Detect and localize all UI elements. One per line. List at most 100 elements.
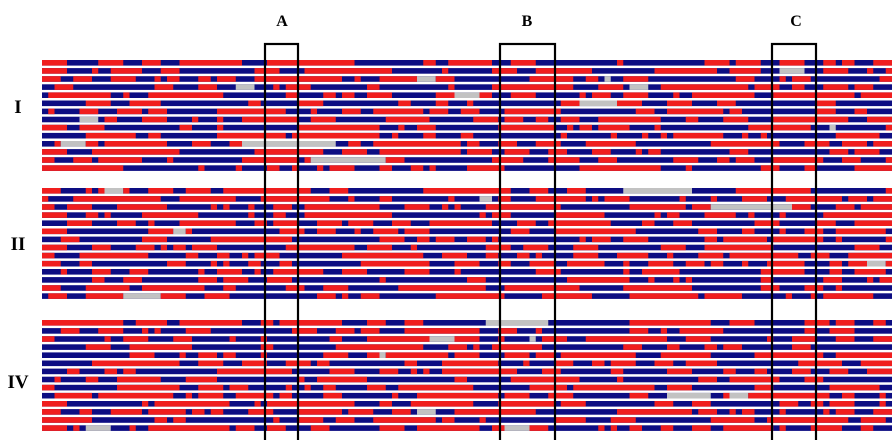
region-box-a bbox=[263, 42, 300, 440]
genotype-row bbox=[42, 269, 892, 275]
genotype-row bbox=[42, 409, 892, 415]
allele-segment bbox=[479, 212, 486, 218]
allele-segment bbox=[454, 409, 536, 415]
genotype-row bbox=[42, 124, 892, 131]
allele-segment bbox=[254, 401, 261, 407]
allele-segment bbox=[198, 360, 224, 367]
allele-segment bbox=[792, 368, 811, 375]
allele-segment bbox=[104, 336, 111, 342]
genotype-row bbox=[42, 236, 892, 243]
allele-segment bbox=[598, 425, 605, 431]
allele-segment bbox=[404, 204, 430, 210]
allele-segment bbox=[560, 100, 580, 107]
allele-segment bbox=[617, 60, 624, 66]
allele-segment bbox=[160, 244, 167, 251]
allele-segment bbox=[379, 368, 399, 375]
allele-segment bbox=[273, 204, 292, 210]
region-boxes bbox=[263, 42, 818, 440]
allele-segment bbox=[642, 269, 680, 275]
allele-segment bbox=[260, 320, 274, 326]
allele-segment bbox=[392, 392, 399, 399]
allele-segment bbox=[323, 352, 349, 358]
allele-segment bbox=[460, 108, 480, 115]
row-background bbox=[42, 157, 892, 163]
allele-segment bbox=[85, 188, 92, 194]
genotype-row bbox=[42, 132, 892, 139]
allele-segment bbox=[217, 108, 286, 115]
allele-segment bbox=[692, 204, 711, 210]
allele-segment bbox=[185, 228, 192, 235]
allele-segment bbox=[273, 220, 299, 226]
allele-segment bbox=[235, 425, 255, 431]
allele-segment bbox=[492, 425, 505, 431]
allele-segment bbox=[517, 220, 536, 226]
allele-segment bbox=[185, 188, 211, 194]
allele-segment bbox=[773, 92, 855, 98]
allele-segment bbox=[654, 212, 661, 218]
allele-segment bbox=[535, 141, 561, 147]
allele-segment bbox=[835, 236, 842, 243]
allele-segment bbox=[404, 328, 480, 334]
allele-segment bbox=[317, 220, 342, 226]
allele-segment bbox=[367, 92, 392, 98]
allele-segment bbox=[667, 100, 692, 107]
allele-segment bbox=[523, 360, 530, 367]
allele-segment bbox=[792, 344, 811, 350]
allele-segment bbox=[454, 204, 461, 210]
allele-segment bbox=[729, 68, 761, 74]
allele-segment bbox=[110, 409, 142, 415]
allele-segment bbox=[104, 188, 124, 194]
allele-segment bbox=[404, 228, 430, 235]
allele-segment bbox=[448, 84, 455, 90]
allele-segment bbox=[298, 124, 380, 131]
allele-segment bbox=[648, 260, 674, 267]
allele-segment bbox=[335, 344, 424, 350]
allele-segment bbox=[629, 328, 649, 334]
allele-segment bbox=[667, 344, 680, 350]
allele-segment bbox=[42, 68, 67, 74]
allele-segment bbox=[179, 220, 236, 226]
allele-segment bbox=[179, 196, 236, 202]
row-background bbox=[42, 417, 892, 423]
allele-segment bbox=[85, 141, 99, 147]
allele-segment bbox=[148, 409, 186, 415]
allele-segment bbox=[573, 384, 655, 391]
allele-segment bbox=[323, 285, 349, 291]
genotype-row bbox=[42, 360, 892, 367]
allele-segment bbox=[123, 336, 149, 342]
allele-segment bbox=[823, 68, 849, 74]
allele-segment bbox=[148, 228, 174, 235]
allele-segment bbox=[79, 409, 92, 415]
allele-segment bbox=[867, 368, 892, 375]
allele-segment bbox=[485, 204, 561, 210]
allele-segment bbox=[404, 269, 430, 275]
allele-segment bbox=[54, 141, 61, 147]
allele-segment bbox=[242, 252, 249, 259]
allele-segment bbox=[667, 212, 680, 218]
allele-segment bbox=[154, 84, 174, 90]
allele-segment bbox=[610, 132, 617, 139]
allele-segment bbox=[267, 277, 292, 283]
allele-segment bbox=[179, 320, 242, 326]
allele-segment bbox=[792, 84, 805, 90]
allele-segment bbox=[823, 60, 836, 66]
allele-segment bbox=[185, 252, 199, 259]
allele-segment bbox=[42, 384, 55, 391]
allele-segment bbox=[585, 141, 636, 147]
group-labels: I II IV bbox=[7, 97, 28, 393]
allele-segment bbox=[323, 384, 336, 391]
allele-segment bbox=[267, 60, 355, 66]
allele-segment bbox=[348, 409, 374, 415]
allele-segment bbox=[798, 360, 842, 367]
allele-segment bbox=[704, 293, 742, 299]
allele-segment bbox=[660, 425, 674, 431]
allele-segment bbox=[354, 76, 361, 82]
allele-segment bbox=[217, 116, 224, 123]
allele-segment bbox=[585, 76, 599, 82]
allele-segment bbox=[42, 244, 67, 251]
allele-segment bbox=[579, 165, 661, 171]
allele-segment bbox=[379, 236, 405, 243]
allele-segment bbox=[673, 157, 699, 163]
allele-segment bbox=[729, 320, 755, 326]
